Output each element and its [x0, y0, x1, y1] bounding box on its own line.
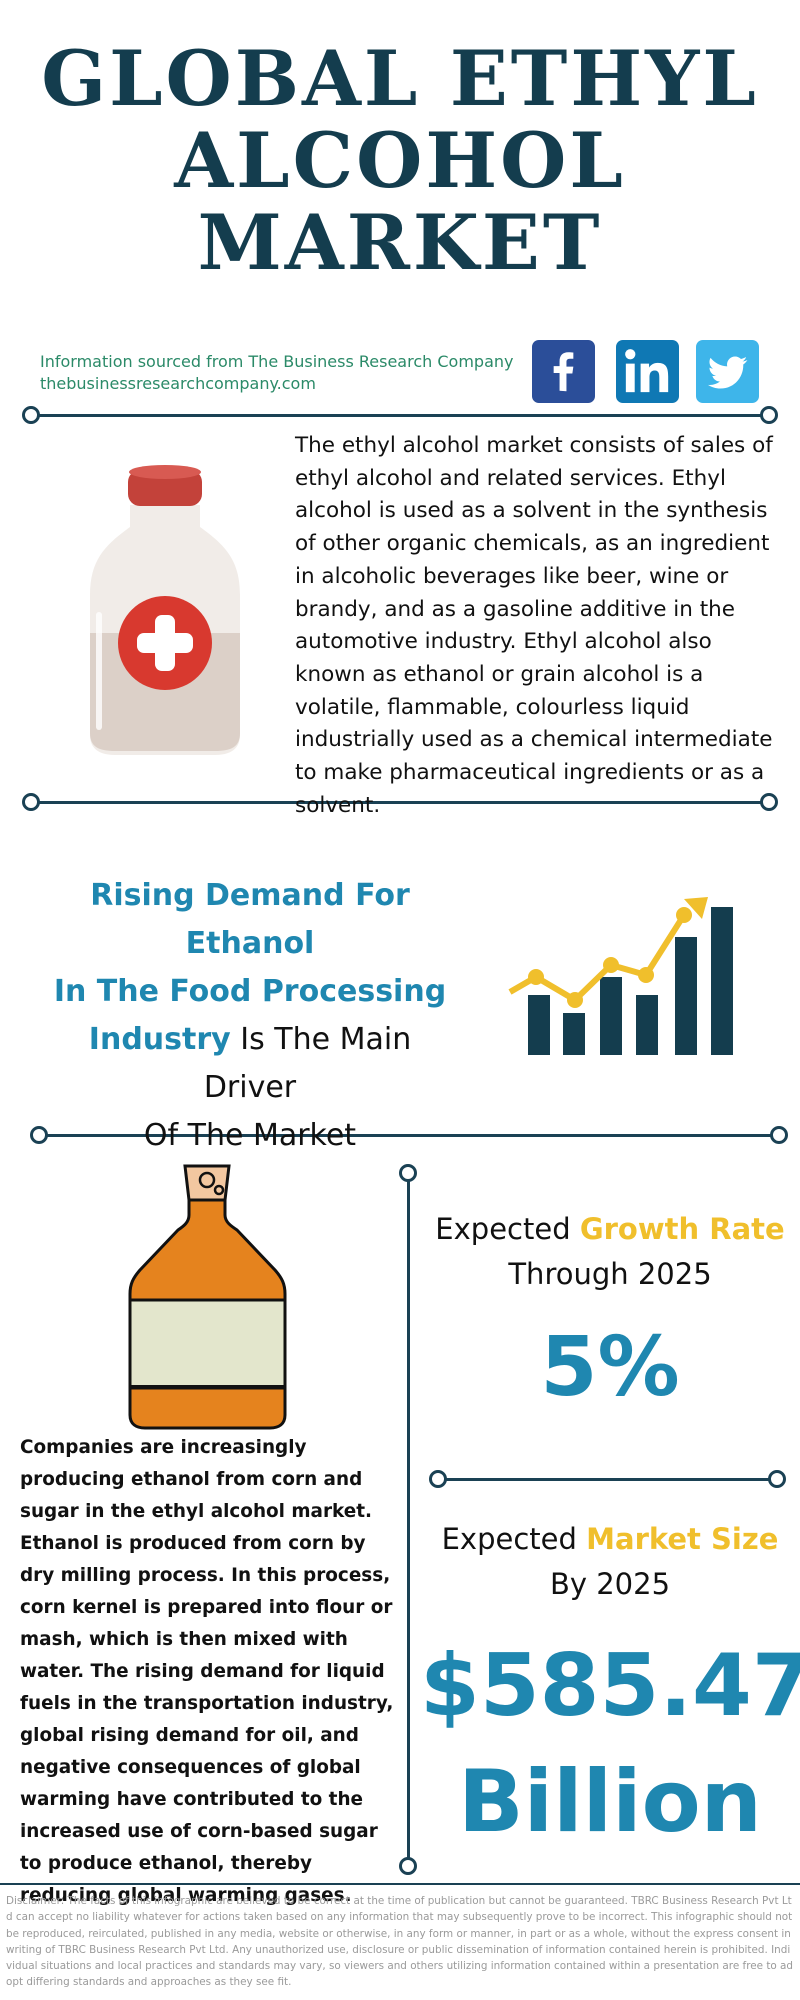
title-line-2: ALCOHOL	[174, 116, 626, 205]
growth-prefix: Expected	[435, 1212, 580, 1246]
facebook-icon[interactable]	[532, 340, 595, 403]
medicine-bottle-icon	[85, 465, 245, 755]
divider-node	[768, 1470, 786, 1488]
growth-highlight: Growth Rate	[579, 1212, 785, 1246]
driver-highlight-2: In The Food Processing	[53, 974, 447, 1009]
footer-divider	[0, 1883, 800, 1885]
divider-node	[22, 406, 40, 424]
growth-rate-value: 5%	[540, 1320, 680, 1415]
page-title: GLOBAL ETHYL ALCOHOL MARKET	[0, 38, 800, 284]
title-line-1: GLOBAL ETHYL	[41, 34, 759, 123]
divider-node	[429, 1470, 447, 1488]
driver-highlight-3: Industry	[88, 1022, 231, 1057]
size-prefix: Expected	[441, 1522, 587, 1556]
driver-highlight-1: Rising Demand For Ethanol	[90, 878, 410, 961]
size-highlight: Market Size	[586, 1522, 779, 1556]
market-size-amount: $585.47	[420, 1636, 800, 1736]
divider-node	[30, 1126, 48, 1144]
driver-text-1: Is The Main Driver	[203, 1022, 412, 1105]
title-line-3: MARKET	[197, 198, 603, 287]
source-info: Information sourced from The Business Re…	[40, 351, 513, 395]
growth-chart-icon	[508, 895, 738, 1060]
divider-node	[399, 1857, 417, 1875]
divider-node	[760, 793, 778, 811]
divider	[438, 1478, 776, 1481]
divider-node	[770, 1126, 788, 1144]
linkedin-icon[interactable]	[616, 340, 679, 403]
divider	[32, 414, 768, 417]
driver-text-2: Of The Market	[143, 1118, 357, 1153]
source-text: Information sourced from The Business Re…	[40, 352, 514, 371]
market-description: The ethyl alcohol market consists of sal…	[295, 433, 773, 818]
twitter-icon[interactable]	[696, 340, 759, 403]
source-link[interactable]: thebusinessresearchcompany.com	[40, 374, 316, 393]
growth-period: Through 2025	[508, 1257, 712, 1291]
size-period: By 2025	[549, 1567, 671, 1601]
market-size-heading: Expected Market Size By 2025	[420, 1517, 800, 1607]
divider-node	[22, 793, 40, 811]
divider-node	[760, 406, 778, 424]
vertical-divider	[407, 1173, 410, 1865]
market-trend-text: Companies are increasingly producing eth…	[20, 1437, 394, 1906]
market-driver-heading: Rising Demand For Ethanol In The Food Pr…	[40, 872, 460, 1160]
divider-node	[399, 1164, 417, 1182]
growth-rate-heading: Expected Growth Rate Through 2025	[420, 1207, 800, 1297]
divider	[40, 1134, 778, 1137]
disclaimer: Disclaimer: The facts of this infographi…	[6, 1895, 794, 1989]
market-size-value: $585.47 Billion	[420, 1628, 800, 1860]
bottle-icon	[125, 1160, 290, 1430]
market-size-unit: Billion	[458, 1752, 762, 1852]
divider	[32, 801, 768, 804]
